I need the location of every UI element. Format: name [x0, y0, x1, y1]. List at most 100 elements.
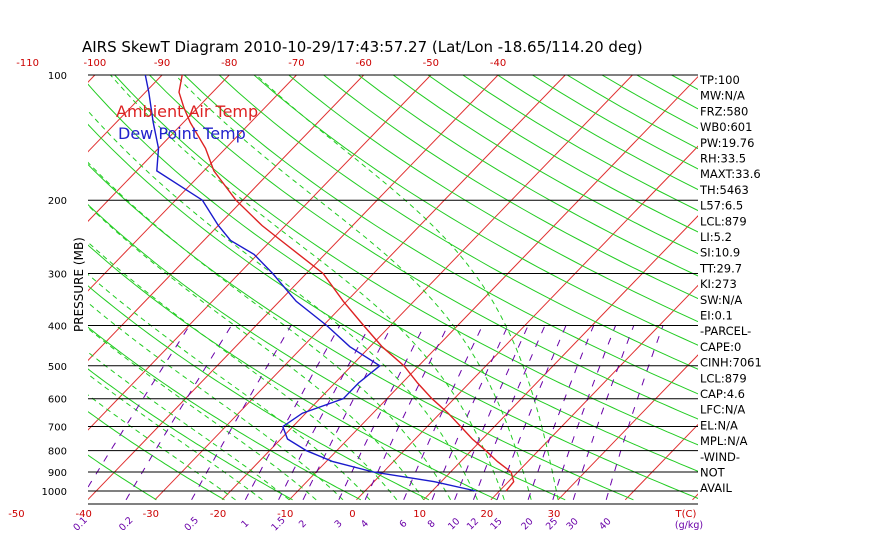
index-entry: CAP:4.6 [700, 387, 745, 401]
index-entry: LI:5.2 [700, 230, 732, 244]
index-entry: LCL:879 [700, 214, 747, 228]
mixing-ratio-line [552, 325, 617, 500]
moist-adiabat-line [88, 161, 452, 501]
moist-adiabat-line [88, 241, 398, 501]
index-entry: L57:6.5 [700, 199, 743, 213]
index-entry: FRZ:580 [700, 104, 748, 118]
isotherm-line [356, 145, 698, 501]
dry-adiabat-line [88, 326, 362, 501]
mixing-ratio-tick-label: 0.5 [183, 515, 201, 533]
top-temperature-tick-label: -40 [490, 58, 506, 69]
dry-adiabat-line [392, 75, 698, 255]
mixing-ratio-line [302, 325, 393, 501]
mixing-ratio-tick-label: 40 [597, 516, 613, 532]
mixing-ratio-tick-label: 8 [426, 518, 438, 530]
mixing-ratio-tick-label: 20 [519, 516, 535, 532]
dry-adiabat-line [741, 75, 870, 500]
index-entry: AVAIL [700, 481, 733, 495]
isobar-lines [88, 74, 698, 505]
bottom-temperature-tick-label: -10 [277, 509, 293, 520]
isotherm-line [490, 284, 698, 501]
index-entry: CAPE:0 [700, 340, 741, 354]
dry-adiabat-line [88, 454, 157, 501]
moist-adiabat-lines [88, 75, 559, 501]
bottom-temperature-tick-label: 10 [413, 509, 426, 520]
isotherm-line [423, 215, 698, 501]
mixing-ratio-line [244, 325, 341, 501]
mixing-ratio-line [364, 325, 449, 500]
dewpoint-profile-line [144, 75, 477, 492]
pressure-tick-label: 900 [48, 468, 67, 479]
mixing-ratio-line [496, 325, 567, 500]
index-entry: CINH:7061 [700, 356, 762, 370]
mixing-ratio-tick-label: 6 [397, 518, 409, 530]
mixing-ratio-line [125, 325, 232, 501]
pressure-tick-label: 500 [48, 362, 67, 373]
mixing-ratio-tick-label: 2 [297, 518, 309, 530]
index-entry: NOT [700, 466, 726, 480]
dry-adiabat-line [462, 75, 698, 212]
index-entry: TH:5463 [699, 183, 749, 197]
bottom-temperature-tick-label: 30 [548, 509, 561, 520]
top-temperature-tick-label: -60 [355, 58, 371, 69]
index-entry: TP:100 [699, 73, 740, 87]
bottom-temperature-tick-label: -40 [75, 509, 91, 520]
moist-adiabat-line [110, 75, 505, 500]
dry-adiabat-line [358, 75, 698, 277]
mixing-ratio-line [572, 325, 635, 500]
pressure-tick-label: 800 [48, 447, 67, 458]
moist-adiabat-line [174, 75, 532, 500]
mixing-ratio-tick-label: 30 [564, 516, 580, 532]
legend-entry-dew-point-temp: Dew Point Temp [118, 124, 246, 143]
moist-adiabat-line [88, 351, 290, 501]
moist-adiabat-line [88, 110, 478, 500]
dry-adiabat-line [323, 75, 698, 300]
chart-title: AIRS SkewT Diagram 2010-10-29/17:43:57.2… [82, 38, 643, 56]
pressure-tick-label: 600 [48, 395, 67, 406]
temperature-profile-line [178, 75, 515, 492]
bottom-temperature-tick-label: 20 [480, 509, 493, 520]
top-temperature-tick-label: -50 [423, 58, 439, 69]
mixing-ratio-tick-label: 0.2 [117, 515, 135, 533]
mixing-ratio-line [88, 325, 191, 489]
mixing-ratio-tick-label: 3 [333, 518, 345, 530]
bottom-temperature-tick-label: -20 [210, 509, 226, 520]
isotherm-line [88, 75, 230, 222]
legend-entry-ambient-air-temp: Ambient Air Temp [116, 102, 258, 121]
mixing-ratio-line [403, 325, 484, 500]
index-entry: SW:N/A [700, 293, 742, 307]
sounding-series [144, 75, 515, 492]
isotherm-line [88, 75, 499, 501]
index-entry: RH:33.5 [700, 152, 746, 166]
pressure-tick-label: 700 [48, 423, 67, 434]
dry-adiabat-line [776, 75, 870, 500]
mixing-ratio-tick-label: 4 [359, 518, 371, 530]
index-entry: EL:N/A [700, 418, 738, 432]
dry-adiabat-line [149, 75, 698, 420]
dry-adiabat-line [88, 411, 225, 501]
isotherm-lines [88, 75, 698, 501]
mixing-ratio-line [338, 325, 425, 501]
mixing-ratio-line [431, 325, 509, 500]
index-entry: LFC:N/A [700, 403, 745, 417]
index-entry: PW:19.76 [700, 136, 754, 150]
mixing-ratio-line [473, 325, 546, 500]
index-entry: -WIND- [700, 450, 740, 464]
top-temperature-tick-label: -110 [16, 58, 39, 69]
mixing-ratio-line [527, 325, 595, 500]
mixing-ratio-line [605, 325, 664, 500]
pressure-tick-label: 100 [48, 71, 67, 82]
top-temperature-tick-label: -80 [221, 58, 237, 69]
dry-adiabat-line [183, 75, 698, 395]
dry-adiabat-line [811, 75, 870, 500]
dry-adiabat-line [88, 285, 430, 501]
isotherm-line [88, 75, 365, 362]
isotherm-line [557, 354, 698, 501]
dry-adiabat-line [88, 204, 566, 501]
bottom-temperature-tick-label: 0 [349, 509, 355, 520]
mixing-ratio-tick-label: 10 [446, 516, 462, 532]
mixing-ratio-line [278, 325, 371, 501]
index-entry: -PARCEL- [700, 324, 751, 338]
